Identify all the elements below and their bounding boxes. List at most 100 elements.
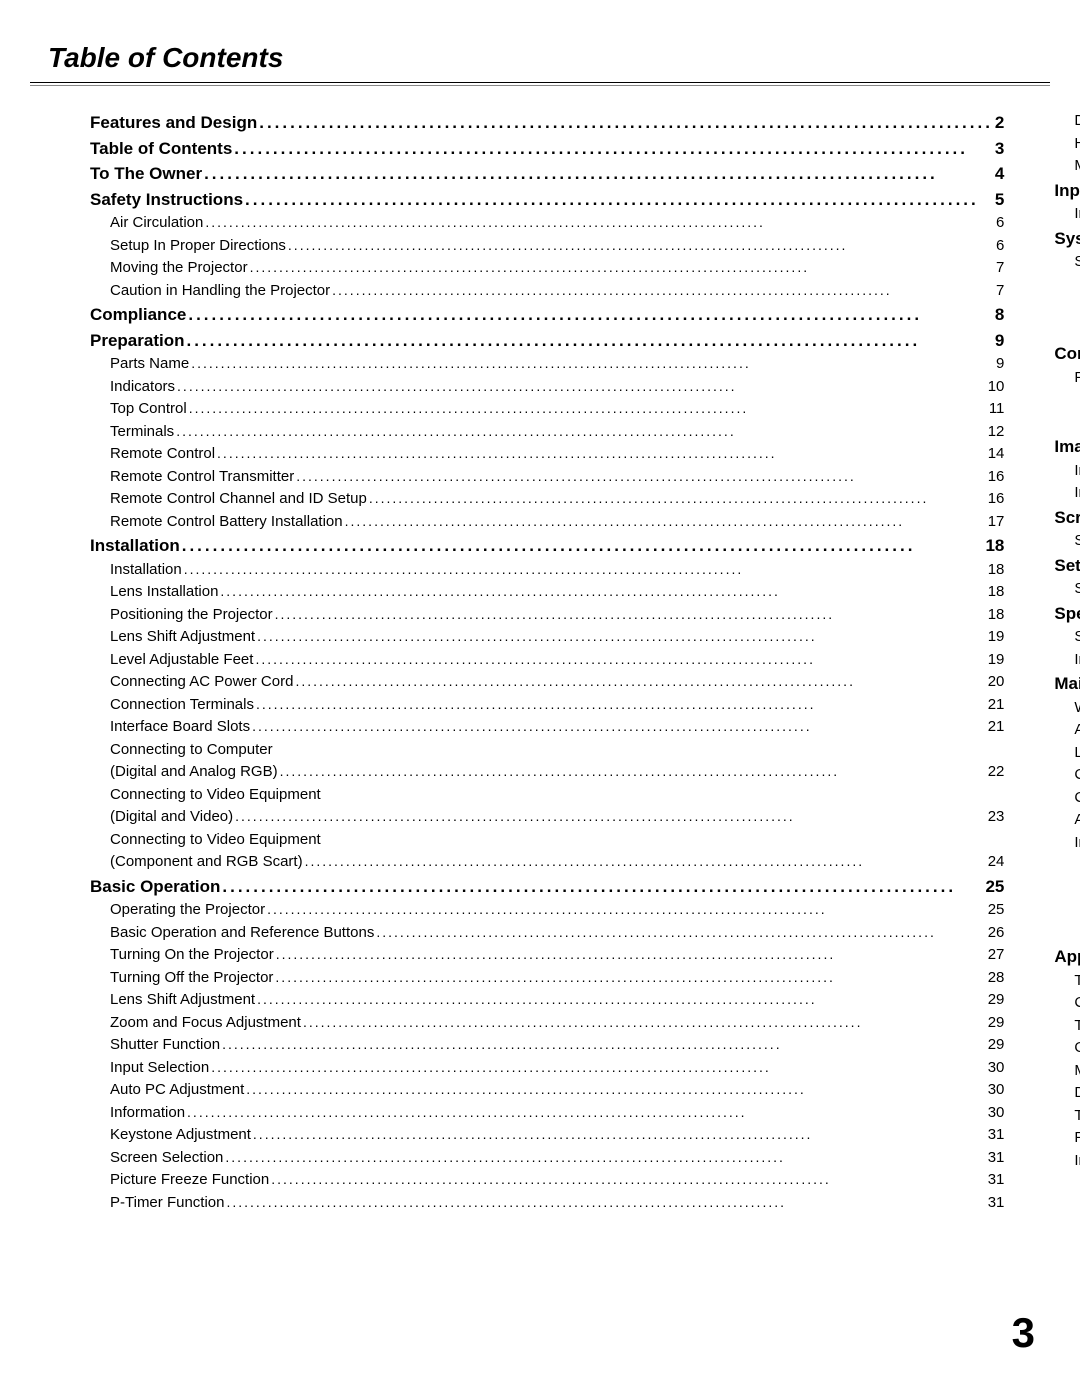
- toc-entry-label: System: [1054, 226, 1080, 252]
- toc-entry: Terminal Configurations78: [1054, 1105, 1080, 1128]
- toc-entry: Terminals 12: [90, 421, 1004, 444]
- toc-entry-label: Lamp Replacement: [1074, 742, 1080, 765]
- toc-entry: Optional Parts73: [1054, 1037, 1080, 1060]
- toc-entry-page: 16: [988, 488, 1005, 511]
- toc-entry: Image Adjust44: [1054, 482, 1080, 505]
- toc-entry: Menu Tree74: [1054, 1060, 1080, 1083]
- toc-entry-label: Terminals: [110, 421, 174, 444]
- toc-entry-label: Image Adjustment: [1054, 434, 1080, 460]
- toc-entry: Keystone Adjustment31: [90, 1124, 1004, 1147]
- toc-entry: Dimensions77: [1054, 1082, 1080, 1105]
- toc-entry-page: 18: [988, 604, 1005, 627]
- toc-leader-dots: [180, 533, 986, 559]
- toc-entry-label: Basic Operation and Reference Buttons: [110, 922, 374, 945]
- toc-entry-page: 9: [996, 353, 1004, 376]
- toc-leader-dots: [265, 899, 988, 920]
- toc-entry-label: Cleaning the Projector Cabinet: [1074, 787, 1080, 810]
- toc-leader-dots: [223, 1147, 987, 1168]
- toc-entry-label: Menu Icons and Their Features: [1074, 155, 1080, 178]
- toc-entry-page: 30: [988, 1057, 1005, 1080]
- toc-entry: Setting49: [1054, 553, 1080, 579]
- toc-entry: Table of Contents3: [90, 136, 1004, 162]
- toc-entry-label: Air Filter Replacement: [1074, 719, 1080, 742]
- toc-columns: Features and Design2Table of Contents3To…: [0, 86, 1080, 1214]
- toc-entry: PC System Selection38: [1054, 274, 1080, 297]
- toc-entry: Shutter Function29: [90, 1034, 1004, 1057]
- toc-entry-label: Connecting to Video Equipment: [110, 829, 321, 852]
- toc-entry-label: Installation: [90, 533, 180, 559]
- toc-entry-label: Special: [1054, 601, 1080, 627]
- toc-entry: Special57: [1054, 626, 1080, 649]
- toc-entry-label: Caution in Handling the Projector: [110, 280, 330, 303]
- toc-entry-page: 30: [988, 1102, 1005, 1125]
- toc-entry: Zoom and Focus Adjustment29: [90, 1012, 1004, 1035]
- toc-entry-label: Setup In Proper Directions: [110, 235, 286, 258]
- toc-leader-dots: [293, 671, 987, 692]
- toc-entry-page: 23: [988, 806, 1005, 829]
- toc-entry-label: Keystone Adjustment: [110, 1124, 251, 1147]
- toc-entry-label: Connecting to Video Equipment: [110, 784, 321, 807]
- toc-entry-page: 12: [988, 421, 1005, 444]
- toc-entry-label: Technical Specifications: [1074, 1015, 1080, 1038]
- toc-entry: How to Operate On-Screen Menu33: [1054, 133, 1080, 156]
- toc-entry: Lamp Replacement62: [1054, 742, 1080, 765]
- toc-leader-dots: [255, 989, 988, 1010]
- toc-entry: Connecting AC Power Cord20: [90, 671, 1004, 694]
- toc-entry: Level Adjustable Feet19: [90, 649, 1004, 672]
- toc-entry-label: Compliance: [90, 302, 186, 328]
- toc-entry-page: 31: [988, 1192, 1005, 1215]
- toc-leader-dots: [174, 421, 988, 442]
- toc-entry: Moving the Projector7: [90, 257, 1004, 280]
- toc-leader-dots: [330, 280, 996, 301]
- toc-entry-label: Screen Setting: [1054, 505, 1080, 531]
- toc-entry: Appendix68: [1054, 944, 1080, 970]
- toc-entry-page: 16: [988, 466, 1005, 489]
- toc-leader-dots: [189, 353, 996, 374]
- toc-entry-label: Parts Name: [110, 353, 189, 376]
- toc-entry-page: 21: [988, 716, 1005, 739]
- toc-leader-dots: [286, 235, 996, 256]
- toc-entry-label: Basic Operation: [90, 874, 220, 900]
- toc-entry: Cleaning the Projector Cabinet64: [1054, 787, 1080, 810]
- toc-entry: Remote Control Battery Installation17: [90, 511, 1004, 534]
- toc-entry: Preparation 9: [90, 328, 1004, 354]
- toc-entry: Connecting to Video Equipment: [90, 784, 1004, 807]
- toc-entry-label: Cleaning the Projection Lens: [1074, 764, 1080, 787]
- toc-entry-page: 18: [985, 533, 1004, 559]
- toc-entry-page: 9: [995, 328, 1004, 354]
- toc-entry-label: Features and Design: [90, 110, 257, 136]
- toc-entry: Main Indicators65: [1054, 854, 1080, 877]
- toc-right-column: D. Zoom +/– Function32How to Operate On-…: [1054, 110, 1080, 1214]
- toc-entry-label: Image: [1074, 460, 1080, 483]
- toc-entry-page: 3: [995, 136, 1004, 162]
- toc-leader-dots: [186, 302, 995, 328]
- toc-entry: PIN Code Number Memo79: [1054, 1127, 1080, 1150]
- toc-entry: Operating the Projector25: [90, 899, 1004, 922]
- page-number: 3: [1012, 1309, 1035, 1357]
- toc-entry-page: 30: [988, 1079, 1005, 1102]
- toc-entry-label: Remote Control Transmitter: [110, 466, 294, 489]
- toc-entry-page: 17: [988, 511, 1005, 534]
- toc-entry-page: 29: [988, 989, 1005, 1012]
- toc-entry: (Digital and Analog RGB)22: [90, 761, 1004, 784]
- toc-entry: Lamp Replace Indicators67: [1054, 922, 1080, 945]
- toc-entry-label: Preparation: [90, 328, 184, 354]
- toc-entry: Input36: [1054, 203, 1080, 226]
- toc-entry-page: 19: [988, 649, 1005, 672]
- toc-entry: Air Filter Replacement61: [1054, 719, 1080, 742]
- toc-entry: Parts Name 9: [90, 353, 1004, 376]
- toc-entry-page: 31: [988, 1147, 1005, 1170]
- toc-entry: Video or S-Video Signal Selection39: [1054, 296, 1080, 319]
- toc-entry: Image Adjustment43: [1054, 434, 1080, 460]
- toc-entry-label: (Digital and Analog RGB): [110, 761, 278, 784]
- toc-leader-dots: [367, 488, 988, 509]
- toc-entry-page: 2: [995, 110, 1004, 136]
- toc-entry: Screen Setting47: [1054, 530, 1080, 553]
- toc-leader-dots: [374, 922, 987, 943]
- toc-entry-page: 21: [988, 694, 1005, 717]
- toc-entry: System38: [1054, 251, 1080, 274]
- toc-entry-label: Dimensions: [1074, 1082, 1080, 1105]
- toc-entry-label: Installation: [110, 559, 182, 582]
- toc-entry: Input Selection30: [90, 1057, 1004, 1080]
- toc-entry-label: Indicators: [110, 376, 175, 399]
